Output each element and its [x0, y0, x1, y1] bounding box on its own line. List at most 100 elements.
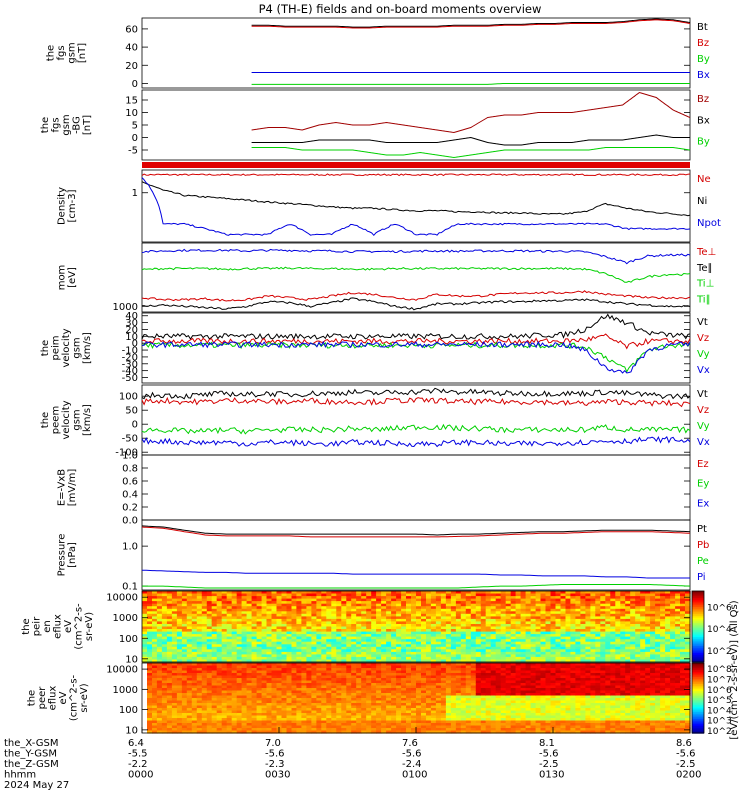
- heatmap-cell: [685, 659, 691, 663]
- heatmap-cell: [336, 673, 342, 677]
- heatmap-cell: [605, 649, 611, 653]
- heatmap-cell: [226, 651, 233, 655]
- heatmap-cell: [575, 603, 581, 607]
- heatmap-cell: [251, 656, 258, 660]
- heatmap-cell: [361, 616, 367, 620]
- heatmap-cell: [361, 596, 367, 600]
- heatmap-cell: [660, 618, 666, 622]
- heatmap-cell: [401, 591, 407, 595]
- heatmap-cell: [286, 715, 293, 719]
- heatmap-cell: [301, 631, 307, 635]
- heatmap-cell: [196, 598, 203, 602]
- heatmap-cell: [161, 710, 168, 714]
- heatmap-cell: [306, 644, 312, 648]
- heatmap-cell: [550, 649, 557, 653]
- heatmap-cell: [430, 646, 437, 650]
- heatmap-cell: [426, 636, 432, 640]
- heatmap-cell: [336, 636, 342, 640]
- heatmap-cell: [650, 651, 656, 655]
- heatmap-cell: [605, 613, 611, 617]
- heatmap-cell: [276, 621, 283, 625]
- heatmap-cell: [271, 693, 278, 697]
- heatmap-cell: [406, 646, 412, 650]
- heatmap-cell: [152, 730, 158, 734]
- heatmap-cell: [241, 639, 248, 643]
- heatmap-cell: [426, 649, 432, 653]
- heatmap-cell: [346, 730, 352, 734]
- heatmap-cell: [152, 591, 158, 595]
- y-tick-label: 50: [125, 406, 138, 417]
- heatmap-cell: [142, 618, 148, 622]
- heatmap-cell: [530, 634, 537, 638]
- heatmap-cell: [336, 631, 342, 635]
- heatmap-cell: [206, 639, 213, 643]
- heatmap-cell: [500, 646, 507, 650]
- heatmap-cell: [181, 634, 188, 638]
- heatmap-cell: [346, 693, 352, 697]
- heatmap-cell: [211, 656, 218, 660]
- heatmap-cell: [595, 631, 601, 635]
- heatmap-cell: [406, 624, 412, 628]
- heatmap-cell: [276, 593, 283, 597]
- heatmap-cell: [396, 641, 402, 645]
- heatmap-cell: [645, 639, 651, 643]
- heatmap-cell: [221, 639, 228, 643]
- heatmap-cell: [361, 668, 367, 672]
- heatmap-cell: [585, 596, 591, 600]
- heatmap-cell: [236, 708, 243, 712]
- heatmap-cell: [406, 603, 412, 607]
- heatmap-cell: [376, 675, 382, 679]
- heatmap-cell: [555, 626, 562, 630]
- heatmap-cell: [660, 608, 666, 612]
- heatmap-cell: [401, 688, 407, 692]
- heatmap-cell: [186, 639, 193, 643]
- heatmap-cell: [156, 601, 163, 605]
- heatmap-cell: [475, 611, 482, 615]
- heatmap-cell: [650, 646, 656, 650]
- heatmap-cell: [396, 703, 402, 707]
- heatmap-cell: [221, 685, 228, 689]
- heatmap-cell: [615, 636, 621, 640]
- heatmap-cell: [266, 624, 273, 628]
- heatmap-cell: [266, 596, 273, 600]
- heatmap-cell: [152, 690, 158, 694]
- heatmap-cell: [166, 690, 173, 694]
- heatmap-cell: [411, 601, 417, 605]
- heatmap-cell: [321, 659, 327, 663]
- heatmap-cell: [525, 651, 532, 655]
- heatmap-cell: [585, 591, 591, 595]
- heatmap-cell: [490, 634, 497, 638]
- heatmap-cell: [361, 685, 367, 689]
- y-axis-label-line: the: [40, 412, 51, 428]
- heatmap-cell: [166, 680, 173, 684]
- heatmap-cell: [341, 673, 347, 677]
- y-axis-label-line: -BG: [72, 116, 83, 134]
- heatmap-cell: [595, 636, 601, 640]
- heatmap-cell: [216, 591, 223, 595]
- heatmap-cell: [321, 598, 327, 602]
- heatmap-cell: [411, 685, 417, 689]
- heatmap-cell: [196, 646, 203, 650]
- heatmap-cell: [281, 683, 288, 687]
- heatmap-cell: [396, 725, 402, 729]
- heatmap-cell: [191, 728, 198, 732]
- heatmap-cell: [231, 710, 238, 714]
- heatmap-cell: [391, 695, 397, 699]
- heatmap-cell: [351, 718, 357, 722]
- heatmap-cell: [610, 591, 616, 595]
- heatmap-cell: [356, 710, 362, 714]
- heatmap-cell: [376, 683, 382, 687]
- heatmap-cell: [376, 723, 382, 727]
- heatmap-cell: [276, 636, 283, 640]
- heatmap-cell: [152, 685, 158, 689]
- heatmap-cell: [525, 654, 532, 658]
- heatmap-cell: [231, 685, 238, 689]
- heatmap-cell: [465, 593, 472, 597]
- heatmap-cell: [525, 624, 532, 628]
- heatmap-cell: [261, 651, 268, 655]
- series-line: [141, 173, 691, 177]
- heatmap-cell: [450, 636, 457, 640]
- heatmap-cell: [545, 649, 552, 653]
- heatmap-cell: [351, 690, 357, 694]
- heatmap-cell: [241, 626, 248, 630]
